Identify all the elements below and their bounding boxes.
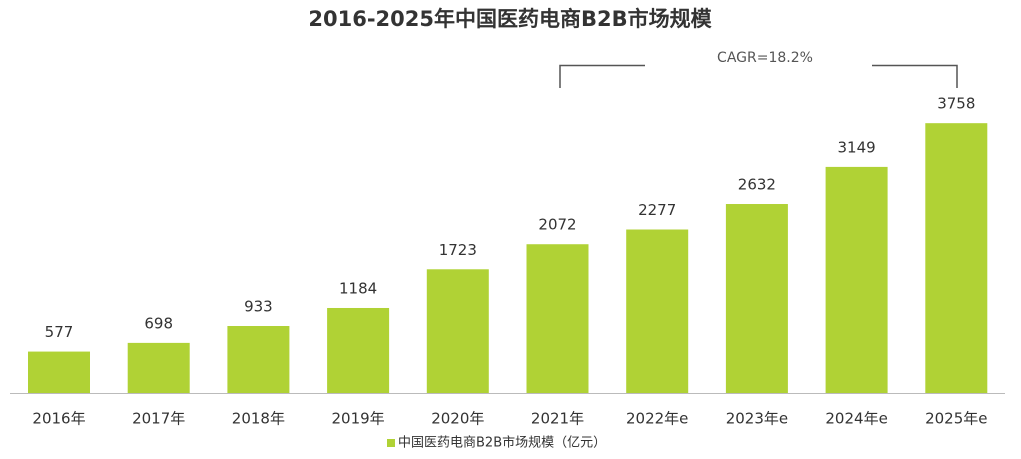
value-label: 3149	[838, 138, 876, 156]
x-tick-label: 2025年e	[925, 410, 987, 428]
value-label: 2632	[738, 176, 776, 194]
cagr-bracket	[559, 64, 958, 88]
bar	[127, 342, 190, 393]
value-label: 1184	[339, 279, 377, 297]
bar	[725, 204, 788, 393]
x-tick-label: 2016年	[32, 410, 85, 428]
bar	[626, 229, 689, 393]
legend-label: 中国医药电商B2B市场规模（亿元）	[398, 435, 606, 451]
x-tick-label: 2023年e	[726, 410, 788, 428]
x-tick-label: 2019年	[332, 410, 385, 428]
value-label: 933	[244, 298, 273, 316]
value-label: 2277	[638, 201, 676, 219]
chart-title: 2016-2025年中国医药电商B2B市场规模	[308, 7, 712, 31]
bar	[925, 123, 988, 393]
bar	[327, 307, 390, 393]
bar	[227, 326, 290, 393]
legend-swatch	[387, 439, 395, 447]
value-label: 1723	[439, 241, 477, 259]
value-label: 2072	[538, 216, 576, 234]
value-label: 698	[144, 314, 173, 332]
bar	[426, 269, 489, 393]
x-tick-label: 2017年	[132, 410, 185, 428]
bar	[825, 166, 888, 393]
x-tick-label: 2024年e	[825, 410, 887, 428]
x-tick-label: 2022年e	[626, 410, 688, 428]
value-label: 577	[45, 323, 74, 341]
x-tick-label: 2021年	[531, 410, 584, 428]
x-tick-label: 2020年	[431, 410, 484, 428]
value-label: 3758	[937, 95, 975, 113]
x-tick-label: 2018年	[232, 410, 285, 428]
cagr-annotation: CAGR=18.2%	[717, 50, 813, 66]
bar	[28, 351, 90, 393]
bar	[526, 244, 589, 393]
